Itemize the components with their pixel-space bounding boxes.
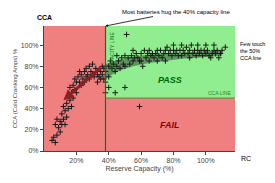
svg-text:100%: 100% — [21, 42, 39, 49]
svg-text:0%: 0% — [28, 147, 38, 154]
svg-text:Most batteries hug the 40% cap: Most batteries hug the 40% capacity line — [122, 9, 230, 15]
svg-text:60%: 60% — [134, 157, 148, 164]
svg-text:100%: 100% — [197, 157, 215, 164]
svg-text:CAPACITY LINE: CAPACITY LINE — [109, 32, 115, 70]
svg-text:Few touchthe 50%CCA line: Few touchthe 50%CCA line — [240, 41, 265, 61]
svg-text:CCA (Cold Cranking Amps) %: CCA (Cold Cranking Amps) % — [12, 48, 18, 128]
svg-text:60%: 60% — [25, 84, 39, 91]
svg-text:RC: RC — [241, 155, 251, 162]
svg-text:80%: 80% — [25, 63, 39, 70]
svg-text:40%: 40% — [25, 105, 39, 112]
svg-text:PASS: PASS — [158, 75, 182, 85]
svg-text:80%: 80% — [166, 157, 180, 164]
svg-text:FAIL: FAIL — [160, 120, 180, 130]
svg-text:CCA: CCA — [37, 14, 52, 21]
svg-text:Reserve Capacity (%): Reserve Capacity (%) — [105, 165, 173, 173]
svg-text:40%: 40% — [102, 157, 116, 164]
svg-text:20%: 20% — [69, 157, 83, 164]
svg-text:CCA LINE: CCA LINE — [208, 90, 231, 96]
svg-text:20%: 20% — [25, 126, 39, 133]
